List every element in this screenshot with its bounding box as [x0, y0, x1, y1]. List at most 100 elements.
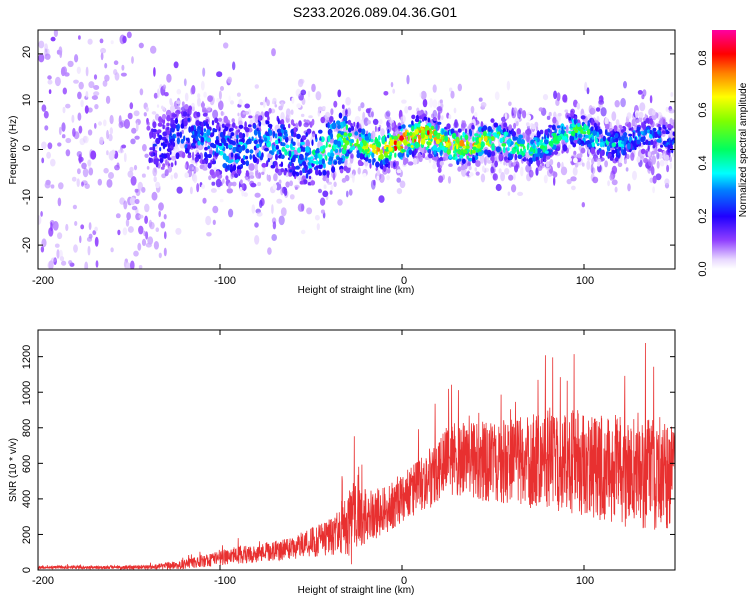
heatmap-cell	[504, 132, 507, 139]
heatmap-cell	[609, 122, 612, 128]
top-x-tick-label: -200	[32, 275, 54, 287]
heatmap-cell	[526, 158, 529, 162]
heatmap-cell	[142, 144, 147, 152]
heatmap-cell	[303, 119, 307, 123]
heatmap-cell	[553, 90, 558, 100]
heatmap-cell	[225, 175, 229, 181]
heatmap-cell	[363, 117, 369, 127]
heatmap-cell	[130, 176, 137, 186]
heatmap-cell	[379, 173, 385, 183]
heatmap-cell	[462, 149, 468, 154]
heatmap-cell	[134, 198, 140, 205]
heatmap-cell	[516, 128, 521, 135]
heatmap-cell	[468, 142, 473, 151]
heatmap-cell	[187, 117, 191, 122]
heatmap-cell	[114, 164, 120, 171]
heatmap-cell	[310, 133, 316, 142]
heatmap-cell	[357, 105, 362, 112]
heatmap-cell	[251, 204, 256, 214]
heatmap-cell	[295, 88, 301, 97]
heatmap-cell	[401, 149, 406, 153]
heatmap-cell	[611, 136, 615, 144]
heatmap-cell	[669, 139, 673, 143]
heatmap-cell	[65, 223, 69, 232]
heatmap-cell	[390, 161, 394, 169]
heatmap-cell	[476, 143, 481, 149]
heatmap-cell	[153, 67, 156, 77]
heatmap-cell	[517, 109, 522, 120]
heatmap-cell	[397, 152, 403, 158]
heatmap-cell	[457, 166, 462, 172]
heatmap-cell	[647, 145, 650, 151]
heatmap-cell	[517, 191, 524, 196]
heatmap-cell	[353, 121, 356, 127]
heatmap-cell	[399, 180, 406, 189]
heatmap-cell	[172, 142, 176, 147]
heatmap-cell	[205, 158, 209, 165]
heatmap-cell	[641, 94, 645, 100]
heatmap-cell	[396, 169, 402, 174]
heatmap-cell	[346, 163, 352, 168]
heatmap-cell	[121, 64, 125, 71]
heatmap-cell	[627, 183, 631, 192]
heatmap-cell	[384, 157, 389, 164]
heatmap-cell	[391, 122, 395, 128]
heatmap-cell	[280, 111, 285, 121]
colorbar: 0.0 0.2 0.4 0.6 0.8 Normalized spectral …	[697, 30, 749, 277]
heatmap-cell	[466, 149, 470, 153]
heatmap-cell	[65, 149, 71, 157]
heatmap-cell	[460, 165, 466, 171]
heatmap-cell	[118, 115, 122, 125]
heatmap-cell	[553, 111, 557, 119]
heatmap-cell	[663, 153, 666, 160]
heatmap-cell	[228, 208, 234, 218]
heatmap-cell	[573, 157, 578, 164]
heatmap-cell	[158, 202, 164, 211]
heatmap-cell	[348, 189, 353, 196]
heatmap-cell	[123, 261, 127, 268]
heatmap-cell	[349, 152, 353, 159]
heatmap-cell	[237, 112, 240, 117]
heatmap-cell	[53, 30, 58, 38]
heatmap-cell	[230, 100, 234, 105]
heatmap-cell	[479, 154, 485, 164]
heatmap-cell	[84, 105, 89, 114]
heatmap-cell	[249, 175, 255, 179]
heatmap-cell	[372, 118, 379, 125]
heatmap-cell	[655, 173, 662, 181]
heatmap-cell	[221, 123, 225, 128]
heatmap-cell	[212, 150, 215, 156]
heatmap-cell	[444, 135, 448, 143]
heatmap-cell	[472, 136, 475, 142]
heatmap-cell	[522, 110, 527, 119]
heatmap-cell	[301, 135, 307, 141]
heatmap-cell	[271, 204, 274, 215]
heatmap-cell	[422, 152, 426, 159]
heatmap-cell	[315, 169, 319, 176]
heatmap-cell	[345, 120, 349, 124]
heatmap-cell	[637, 90, 643, 95]
heatmap-cell	[127, 170, 134, 178]
heatmap-cell	[102, 80, 108, 87]
heatmap-cell	[260, 101, 264, 106]
heatmap-cell	[100, 52, 104, 61]
heatmap-cell	[200, 122, 205, 128]
heatmap-cell	[237, 169, 242, 175]
heatmap-cell	[289, 180, 293, 187]
heatmap-cell	[280, 119, 285, 126]
heatmap-cell	[307, 96, 311, 101]
heatmap-cell	[297, 203, 305, 212]
heatmap-cell	[57, 142, 62, 147]
heatmap-cell	[78, 81, 84, 90]
heatmap-cell	[642, 123, 647, 130]
heatmap-cell	[318, 129, 323, 134]
heatmap-cell	[227, 160, 232, 164]
heatmap-cell	[152, 121, 157, 129]
heatmap-cell	[141, 173, 146, 178]
heatmap-cell	[464, 134, 469, 141]
heatmap-cell	[474, 133, 479, 137]
heatmap-cell	[297, 79, 304, 88]
heatmap-cell	[191, 166, 194, 170]
heatmap-cell	[497, 133, 500, 139]
heatmap-cell	[420, 137, 426, 145]
